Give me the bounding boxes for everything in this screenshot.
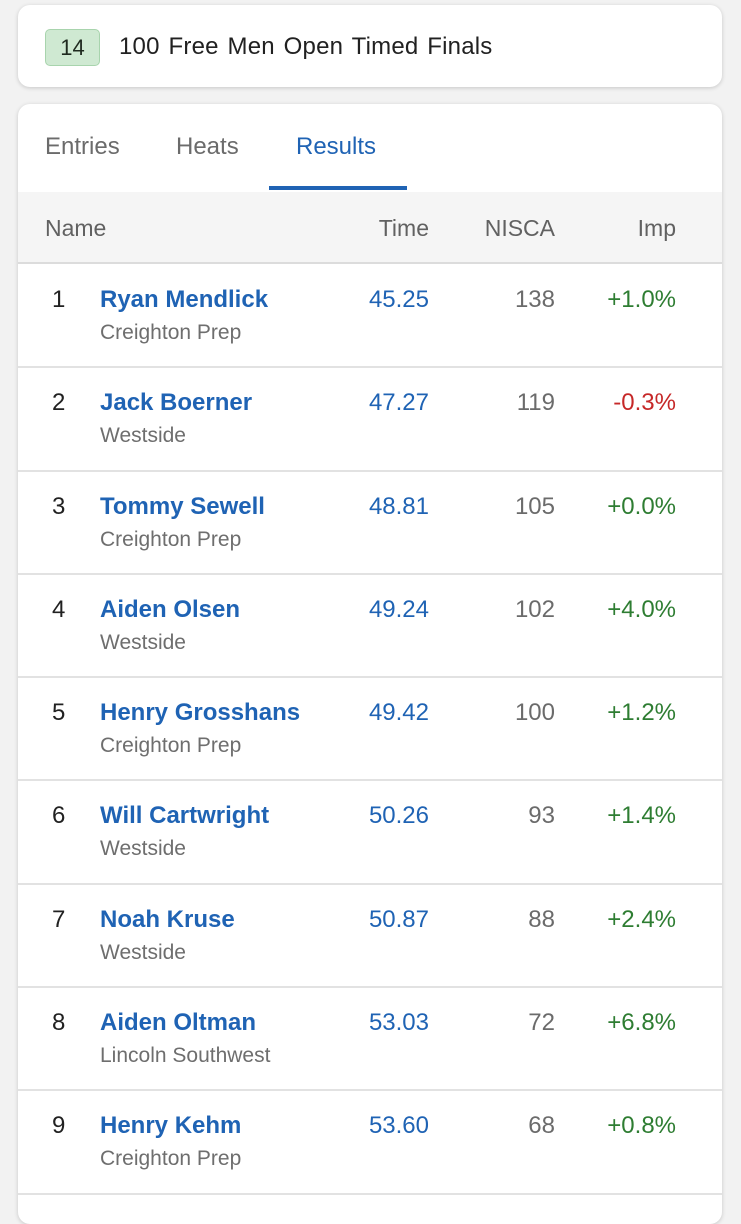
swimmer-name-link[interactable]: Will Cartwright: [100, 802, 270, 830]
team-name: Creighton Prep: [100, 527, 242, 551]
table-row[interactable]: 8 Aiden Oltman Lincoln Southwest 53.03 72 +6.…: [18, 988, 722, 1092]
table-row[interactable]: 2 Jack Boerner Westside 47.27 119 -0.3%: [18, 368, 722, 472]
place-number: 9: [52, 1112, 66, 1140]
results-card: Entries Heats Results Name Time NISCA Im…: [18, 104, 722, 1224]
swimmer-name-link[interactable]: Aiden Oltman: [100, 1009, 257, 1037]
swimmer-name-link[interactable]: Jack Boerner: [100, 389, 253, 417]
event-number-badge: 14: [45, 29, 100, 66]
swimmer-name-link[interactable]: Noah Kruse: [100, 905, 235, 933]
swimmer-name-link[interactable]: Henry Grosshans: [100, 699, 301, 727]
nisca-points: 93: [528, 802, 555, 830]
team-name: Lincoln Southwest: [100, 1044, 271, 1068]
team-name: Westside: [100, 940, 186, 964]
place-number: 5: [52, 699, 66, 727]
table-row[interactable]: 7 Noah Kruse Westside 50.87 88 +2.4%: [18, 885, 722, 989]
swim-time-link[interactable]: 45.25: [368, 286, 429, 313]
nisca-points: 100: [514, 699, 555, 727]
event-title: 100 Free Men Open Timed Finals: [119, 33, 493, 60]
nisca-points: 138: [514, 286, 555, 313]
team-name: Creighton Prep: [100, 321, 242, 344]
improvement-percent: +1.4%: [607, 802, 676, 830]
swimmer-name-link[interactable]: Aiden Olsen: [100, 595, 241, 623]
column-header-imp[interactable]: Imp: [637, 215, 676, 241]
team-name: Westside: [100, 630, 186, 654]
nisca-points: 88: [528, 905, 555, 933]
improvement-percent: +2.4%: [607, 905, 676, 933]
improvement-percent: +1.0%: [607, 286, 676, 313]
nisca-points: 68: [528, 1112, 555, 1140]
swim-time-link[interactable]: 53.60: [368, 1112, 429, 1140]
tab-entries[interactable]: Entries: [45, 133, 120, 160]
event-header-card: 14 100 Free Men Open Timed Finals: [18, 5, 722, 87]
table-row[interactable]: 1 Ryan Mendlick Creighton Prep 45.25 138 +1.0…: [18, 265, 722, 369]
place-number: 1: [52, 286, 66, 313]
place-number: 2: [52, 389, 66, 417]
place-number: 8: [52, 1009, 66, 1037]
swim-time-link[interactable]: 53.03: [368, 1009, 429, 1037]
team-name: Westside: [100, 424, 186, 448]
place-number: 6: [52, 802, 66, 830]
improvement-percent: +1.2%: [607, 699, 676, 727]
improvement-percent: +4.0%: [607, 595, 676, 623]
nisca-points: 72: [528, 1009, 555, 1037]
tab-bar: Entries Heats Results: [18, 104, 722, 193]
swim-time-link[interactable]: 49.24: [368, 595, 429, 623]
table-header: Name Time NISCA Imp: [18, 192, 722, 264]
improvement-percent: -0.3%: [613, 389, 676, 417]
results-table-body: 1 Ryan Mendlick Creighton Prep 45.25 138 +1.0…: [18, 265, 722, 1195]
improvement-percent: +0.8%: [607, 1112, 676, 1140]
place-number: 3: [52, 492, 66, 520]
active-tab-indicator: [269, 186, 407, 190]
nisca-points: 119: [516, 389, 555, 417]
table-row[interactable]: 5 Henry Grosshans Creighton Prep 49.42 100 +1…: [18, 678, 722, 782]
swim-time-link[interactable]: 50.26: [368, 802, 429, 830]
place-number: 4: [52, 595, 66, 623]
column-header-nisca[interactable]: NISCA: [484, 215, 555, 241]
swimmer-name-link[interactable]: Henry Kehm: [100, 1112, 242, 1140]
table-row[interactable]: 9 Henry Kehm Creighton Prep 53.60 68 +0.8%: [18, 1091, 722, 1195]
team-name: Creighton Prep: [100, 1147, 242, 1171]
table-row[interactable]: 3 Tommy Sewell Creighton Prep 48.81 105 +0.0%: [18, 472, 722, 575]
swim-time-link[interactable]: 47.27: [368, 389, 429, 417]
table-row[interactable]: 4 Aiden Olsen Westside 49.24 102 +4.0%: [18, 575, 722, 679]
nisca-points: 102: [514, 595, 555, 623]
swim-time-link[interactable]: 50.87: [368, 905, 429, 933]
swimmer-name-link[interactable]: Tommy Sewell: [100, 492, 265, 520]
tab-results[interactable]: Results: [296, 133, 377, 160]
improvement-percent: +6.8%: [607, 1009, 676, 1037]
column-header-name[interactable]: Name: [45, 215, 107, 241]
nisca-points: 105: [514, 492, 555, 520]
column-header-time[interactable]: Time: [378, 215, 429, 241]
team-name: Creighton Prep: [100, 734, 242, 758]
swimmer-name-link[interactable]: Ryan Mendlick: [100, 286, 269, 313]
team-name: Westside: [100, 837, 186, 861]
place-number: 7: [52, 905, 66, 933]
tab-heats[interactable]: Heats: [176, 133, 239, 160]
improvement-percent: +0.0%: [607, 492, 676, 520]
table-row[interactable]: 6 Will Cartwright Westside 50.26 93 +1.4%: [18, 781, 722, 885]
swim-time-link[interactable]: 49.42: [368, 699, 429, 727]
swim-time-link[interactable]: 48.81: [368, 492, 429, 520]
